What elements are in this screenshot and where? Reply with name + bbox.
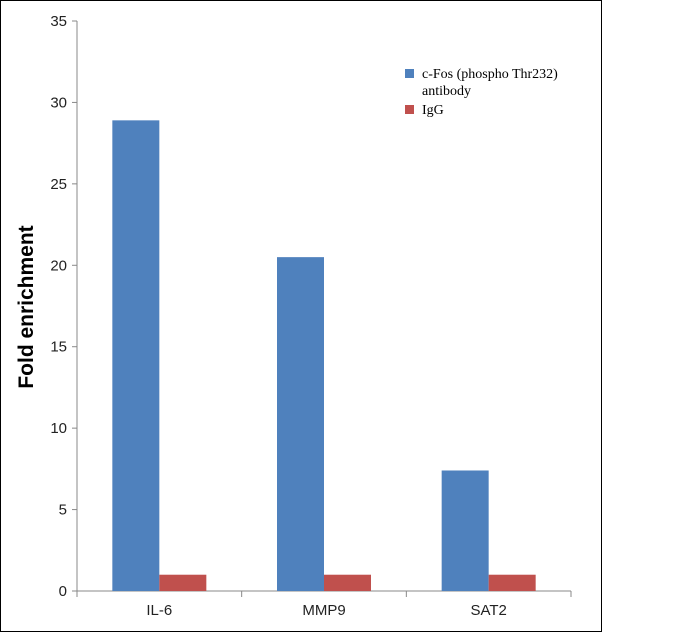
bar: [488, 574, 536, 591]
x-tick-label: IL-6: [146, 602, 172, 619]
chart-frame: 0 5 10 15 20 25 30 35 IL-6 MMP9 SAT2 c-Fos (phosp…: [0, 0, 602, 632]
y-tick-label: 20: [50, 257, 67, 274]
y-tick-label: 5: [59, 502, 67, 519]
y-axis: 0 5 10 15 20 25 30 35: [50, 13, 78, 600]
y-axis-label: Fold enrichment: [15, 225, 38, 388]
y-tick-label: 35: [50, 13, 67, 30]
legend: c-Fos (phospho Thr232) antibody IgG: [405, 67, 558, 118]
bar: [159, 574, 207, 591]
bars: [112, 120, 536, 591]
bar: [277, 257, 324, 591]
bar: [324, 574, 371, 591]
bar: [441, 470, 489, 591]
y-tick-label: 0: [59, 583, 67, 600]
y-tick-label: 30: [50, 94, 67, 111]
legend-swatch: [405, 69, 414, 78]
y-tick-label: 25: [50, 176, 67, 193]
legend-entry: c-Fos (phospho Thr232) antibody: [422, 67, 558, 99]
x-axis: IL-6 MMP9 SAT2: [76, 590, 572, 619]
y-tick-label: 15: [50, 339, 67, 356]
x-tick-label: SAT2: [470, 602, 506, 619]
y-tick-label: 10: [50, 420, 67, 437]
x-tick-label: MMP9: [302, 602, 345, 619]
legend-entry: IgG: [422, 103, 444, 118]
legend-swatch: [405, 105, 414, 114]
bar: [112, 120, 160, 591]
bar-chart: 0 5 10 15 20 25 30 35 IL-6 MMP9 SAT2 c-Fos (phosp…: [15, 13, 572, 619]
